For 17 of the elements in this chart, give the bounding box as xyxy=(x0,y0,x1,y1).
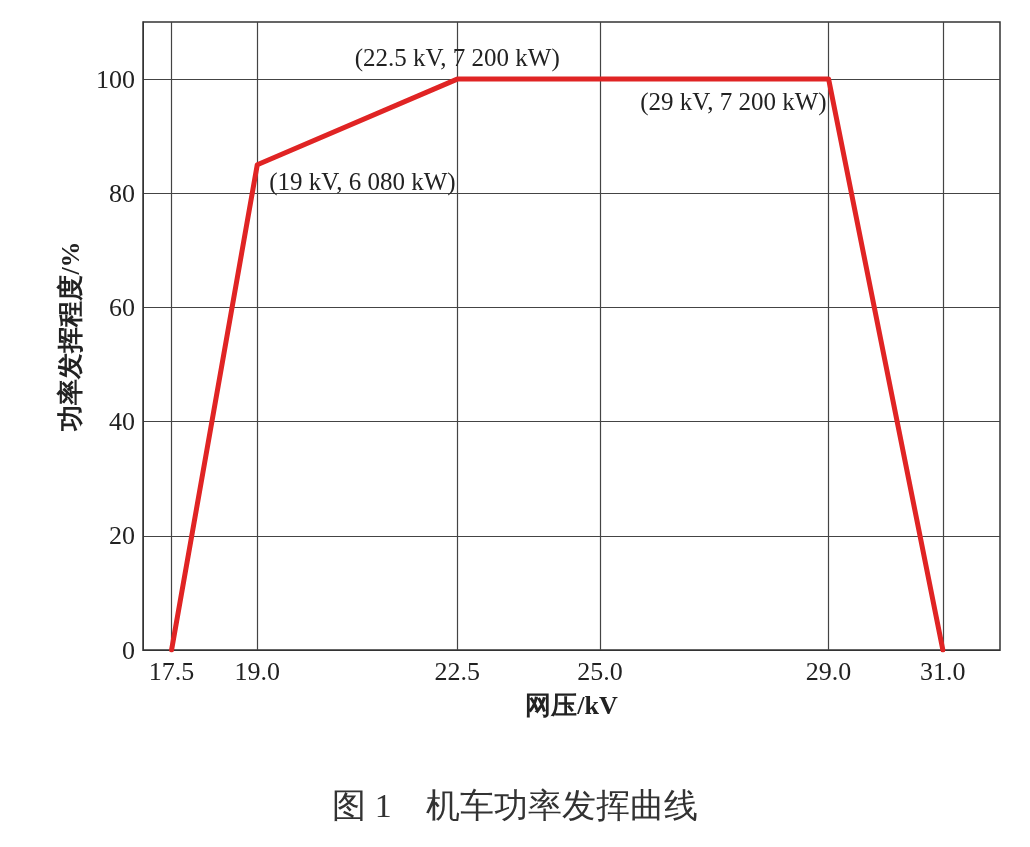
y-tick-label: 20 xyxy=(109,521,135,551)
annotation: (29 kV, 7 200 kW) xyxy=(640,88,827,117)
y-tick-label: 100 xyxy=(96,64,135,94)
x-tick-label: 29.0 xyxy=(805,656,852,686)
x-tick-label: 25.0 xyxy=(577,656,623,686)
y-tick-label: 40 xyxy=(109,407,135,437)
y-tick-label: 0 xyxy=(122,635,135,665)
text: 图 1 机车功率发挥曲线 xyxy=(332,786,698,824)
annotation: (19 kV, 6 080 kW) xyxy=(269,167,456,196)
y-tick-label: 80 xyxy=(109,178,135,208)
y-tick-label: 60 xyxy=(109,292,135,322)
y-axis-title: 功率发挥程度/% xyxy=(55,241,85,432)
x-tick-label: 31.0 xyxy=(920,656,966,686)
x-tick-label: 17.5 xyxy=(148,656,195,686)
x-tick-label: 19.0 xyxy=(234,656,281,686)
x-tick-label: 22.5 xyxy=(434,656,480,686)
x-axis-title: 网压/kV xyxy=(525,690,618,720)
